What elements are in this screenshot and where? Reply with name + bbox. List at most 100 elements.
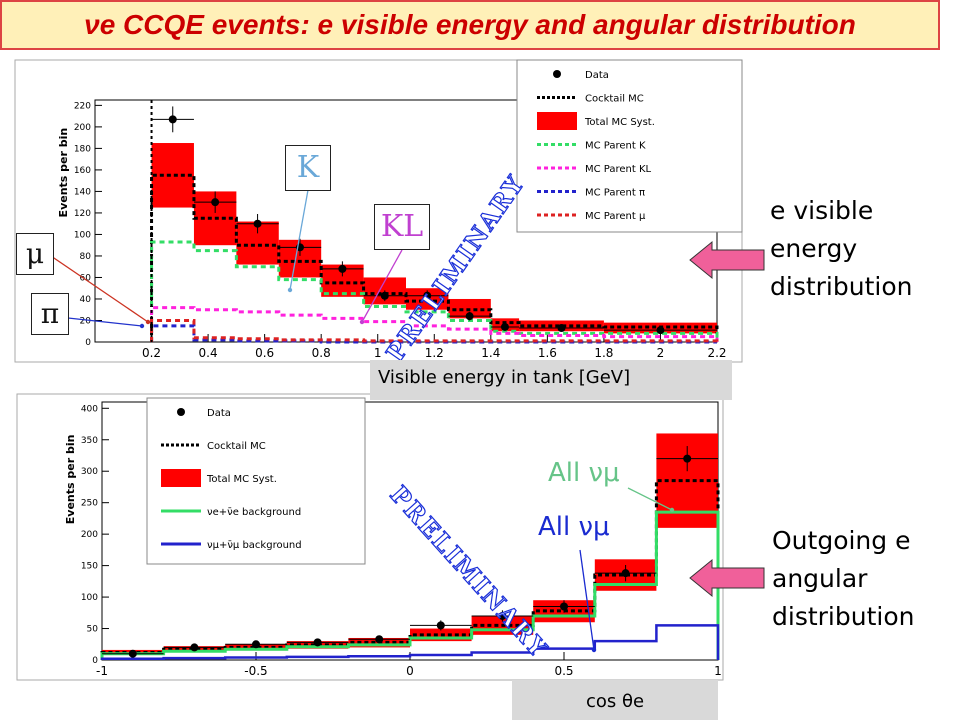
y-tick-label: 0 xyxy=(92,656,98,666)
y-tick-label: 40 xyxy=(80,295,92,305)
annotation-arrow xyxy=(579,549,595,651)
data-point xyxy=(211,198,220,207)
y-tick-label: 400 xyxy=(81,404,98,414)
data-point xyxy=(560,602,568,611)
label-kl-box: KL xyxy=(374,204,430,250)
x-tick-label: 0.8 xyxy=(312,346,331,360)
data-point xyxy=(465,312,474,321)
x-tick-label: 0.6 xyxy=(255,346,274,360)
y-tick-label: 80 xyxy=(80,252,92,262)
annotation-arrow xyxy=(289,189,309,291)
x-tick-label: -0.5 xyxy=(244,664,267,678)
annotation-arrow-head xyxy=(359,319,365,325)
label-k-box: K xyxy=(285,145,331,191)
legend-label: MC Parent K xyxy=(585,141,646,152)
annotation-arrow-head xyxy=(591,647,597,653)
x-tick-label: 1.4 xyxy=(481,346,500,360)
y-tick-label: 250 xyxy=(81,499,98,509)
annotation-lines xyxy=(47,189,675,653)
y-tick-label: 60 xyxy=(80,273,92,283)
all-numu-label-2: All νμ xyxy=(538,512,610,542)
legend-label: Cocktail MC xyxy=(207,441,266,452)
y-tick-label: 220 xyxy=(74,101,91,111)
data-point xyxy=(190,643,199,652)
annotation-arrow xyxy=(67,317,143,327)
y-tick-label: 0 xyxy=(85,338,91,348)
data-point xyxy=(656,326,665,335)
data-point xyxy=(252,640,260,649)
x-tick-label: 1.6 xyxy=(538,346,557,360)
data-point xyxy=(498,611,507,620)
data-point xyxy=(375,635,384,644)
x-tick-label: 0.2 xyxy=(142,346,161,360)
data-point xyxy=(380,291,389,300)
x-tick-label: 0 xyxy=(406,664,414,678)
data-point xyxy=(313,638,322,647)
annotation-arrow xyxy=(627,487,673,511)
data-point xyxy=(168,115,177,124)
data-point xyxy=(253,219,262,228)
mc-parent-mu-line xyxy=(150,318,719,343)
legend-label: MC Parent π xyxy=(585,188,645,199)
angular-distribution-label: Outgoing e angular distribution xyxy=(772,526,915,631)
x-tick-label: -1 xyxy=(96,664,108,678)
slide-title: νe CCQE events: e visible energy and ang… xyxy=(0,0,940,50)
annotation-arrow-head xyxy=(669,507,675,513)
x-tick-label: 1.8 xyxy=(594,346,613,360)
y-tick-label: 50 xyxy=(87,625,99,635)
y-tick-label: 20 xyxy=(80,316,92,326)
data-point xyxy=(128,649,137,658)
data-point xyxy=(436,621,445,630)
legend-label: MC Parent KL xyxy=(585,164,652,175)
y-tick-label: 200 xyxy=(81,530,98,540)
y-axis-label: Events per bin xyxy=(64,435,77,525)
annotation-arrow xyxy=(47,253,149,323)
y-tick-label: 150 xyxy=(81,562,98,572)
y-tick-label: 350 xyxy=(81,436,98,446)
x-tick-label: 0.4 xyxy=(199,346,218,360)
y-tick-label: 300 xyxy=(81,467,98,477)
legend-label: Data xyxy=(207,408,231,419)
numu-background-line xyxy=(100,624,720,660)
legend-symbol xyxy=(537,112,577,130)
plot-frame xyxy=(16,393,724,681)
y-tick-label: 140 xyxy=(74,187,91,197)
x-axis-label-energy: Visible energy in tank [GeV] xyxy=(370,360,732,400)
y-tick-label: 200 xyxy=(74,123,91,133)
x-tick-label: 1.2 xyxy=(425,346,444,360)
mc-parent-kl-line xyxy=(150,306,719,342)
legend-label: MC Parent μ xyxy=(585,211,646,222)
energy-distribution-label: e visible energy distribution xyxy=(770,196,913,301)
y-tick-label: 160 xyxy=(74,166,91,176)
syst-band xyxy=(151,143,194,208)
y-tick-label: 120 xyxy=(74,209,91,219)
data-point xyxy=(557,324,566,333)
x-tick-label: 1 xyxy=(714,664,722,678)
y-tick-label: 100 xyxy=(74,230,91,240)
data-point xyxy=(423,291,432,300)
data-point xyxy=(338,264,347,273)
x-tick-label: 2.2 xyxy=(707,346,726,360)
y-tick-label: 100 xyxy=(81,593,98,603)
label-pi-box: π xyxy=(31,293,69,335)
annotation-arrow xyxy=(361,249,403,323)
data-point xyxy=(500,322,509,331)
legend-label: Total MC Syst. xyxy=(206,474,277,485)
annotation-arrow-head xyxy=(145,319,151,325)
legend-label: Cocktail MC xyxy=(585,94,644,105)
legend-label: Total MC Syst. xyxy=(584,117,655,128)
all-numu-label-1: All νμ xyxy=(548,458,620,488)
angle-chart: 0 50 100 150 200 250 300 350 400 -1 -0.5 0 0.5 1 Event… xyxy=(16,393,724,681)
x-tick-label: 0.5 xyxy=(554,664,573,678)
legend-label: νμ+ν̄μ background xyxy=(207,540,302,551)
legend-symbol xyxy=(553,70,561,78)
legend-symbol xyxy=(177,408,185,416)
data-point xyxy=(621,569,630,578)
y-axis-label: Events per bin xyxy=(57,128,70,218)
annotation-arrow-head xyxy=(139,323,145,329)
x-tick-label: 1 xyxy=(374,346,382,360)
y-tick-label: 180 xyxy=(74,144,91,154)
legend-label: Data xyxy=(585,70,609,81)
x-axis-label-cos: cos θe xyxy=(512,680,718,720)
arrow-icon-bottom xyxy=(689,558,765,598)
